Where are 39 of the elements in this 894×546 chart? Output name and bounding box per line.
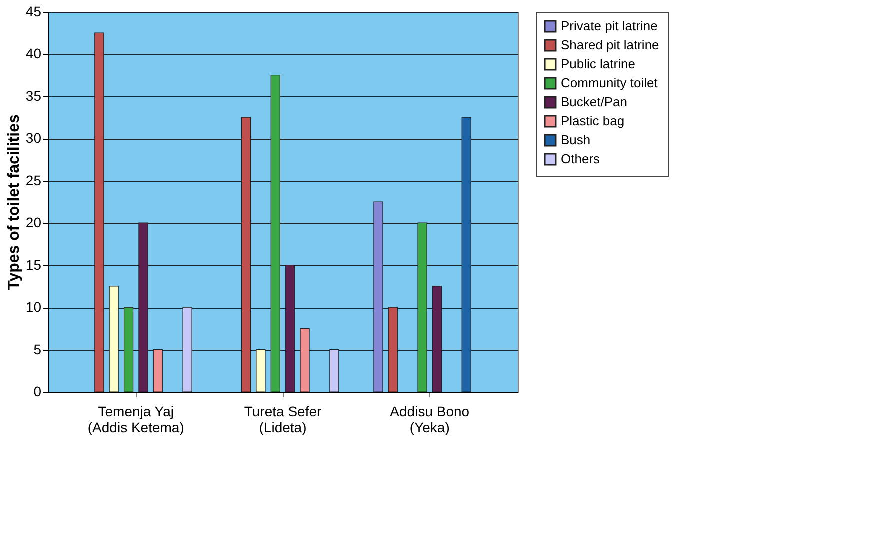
bar	[418, 222, 428, 392]
y-tick-label: 30	[26, 130, 42, 146]
bar	[374, 202, 384, 392]
x-tick-label: Addisu Bono (Yeka)	[390, 404, 470, 436]
bar	[241, 117, 252, 392]
legend-label: Shared pit latrine	[561, 38, 660, 52]
bar	[300, 328, 310, 392]
bar	[330, 349, 340, 392]
bar	[256, 349, 266, 392]
legend-label: Bucket/Pan	[561, 94, 628, 110]
x-tick-label: Tureta Sefer (Lideta)	[244, 404, 322, 436]
y-axis-title: Types of toilet facilities	[6, 114, 23, 290]
bar	[462, 117, 472, 392]
bar	[182, 307, 192, 392]
x-tick-label: Temenja Yaj (Addis Ketema)	[88, 404, 184, 436]
legend-label: Others	[561, 152, 601, 166]
y-tick-label: 45	[26, 4, 42, 20]
y-tick-label: 20	[26, 214, 42, 231]
bar	[270, 75, 280, 392]
bar	[138, 222, 148, 392]
y-tick-label: 15	[26, 256, 42, 273]
bar	[286, 265, 296, 392]
y-tick-label: 5	[34, 341, 42, 358]
y-tick-label: 0	[34, 384, 42, 400]
legend-label: Bush	[561, 132, 591, 148]
y-tick-label: 25	[26, 172, 42, 188]
legend-label: Public latrine	[561, 56, 636, 72]
bar	[432, 286, 442, 392]
bar	[109, 286, 119, 392]
legend-label: Private pit latrine	[561, 18, 658, 34]
y-tick-label: 35	[26, 88, 42, 104]
bar	[124, 307, 134, 392]
bar	[388, 307, 398, 392]
legend-label: Plastic bag	[561, 114, 625, 128]
bar	[153, 349, 163, 392]
bar	[94, 32, 104, 392]
legend-label: Community toilet	[561, 76, 658, 90]
y-tick-label: 40	[26, 46, 42, 62]
y-tick-label: 10	[26, 299, 42, 316]
